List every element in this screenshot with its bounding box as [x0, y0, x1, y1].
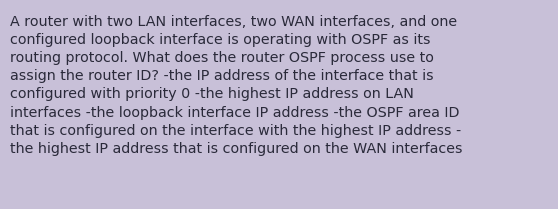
Text: A router with two LAN interfaces, two WAN interfaces, and one
configured loopbac: A router with two LAN interfaces, two WA…: [10, 15, 463, 156]
